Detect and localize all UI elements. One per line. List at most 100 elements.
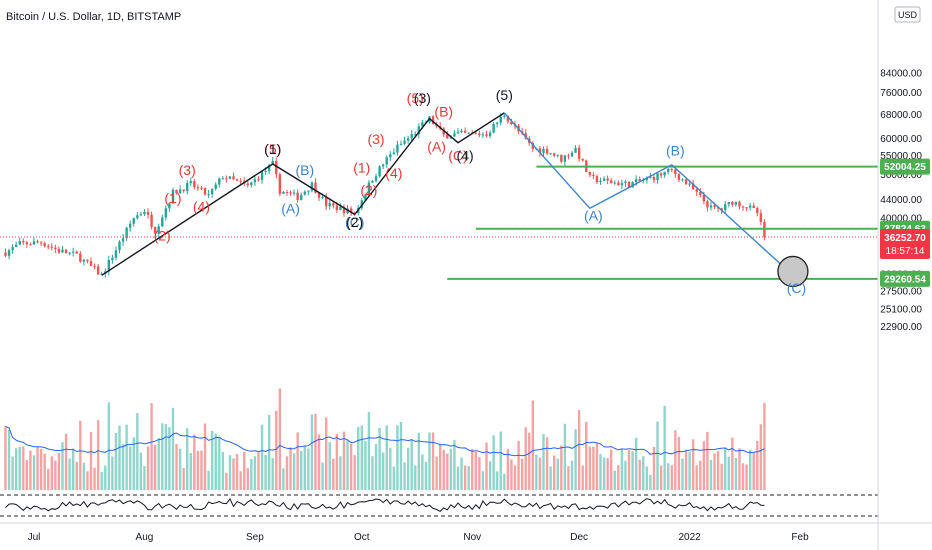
candle-body bbox=[453, 133, 456, 137]
candle-body bbox=[314, 182, 317, 193]
price-tick-label: 40000.00 bbox=[880, 213, 922, 224]
candle-body bbox=[371, 180, 374, 183]
candle-body bbox=[478, 133, 481, 136]
candle-body bbox=[114, 250, 118, 258]
wave-label: (B) bbox=[666, 143, 685, 159]
candle-body bbox=[100, 273, 103, 275]
volume-bar bbox=[702, 441, 706, 490]
wave-label: (4) bbox=[457, 148, 474, 164]
volume-bar bbox=[246, 468, 249, 490]
volume-bar bbox=[699, 460, 702, 490]
volume-bar bbox=[617, 465, 620, 490]
candle-body bbox=[467, 132, 470, 134]
volume-bar bbox=[627, 450, 631, 490]
volume-bar bbox=[335, 433, 339, 490]
volume-bar bbox=[153, 444, 157, 490]
volume-bar bbox=[602, 457, 606, 490]
wave-line bbox=[503, 112, 797, 280]
volume-bar bbox=[139, 452, 143, 490]
volume-bar bbox=[677, 436, 681, 490]
wave-lines[interactable] bbox=[101, 112, 797, 280]
candle-body bbox=[79, 253, 82, 262]
candle-body bbox=[417, 126, 421, 135]
volume-moving-average-line bbox=[5, 425, 765, 457]
time-tick-label: Jul bbox=[28, 532, 41, 543]
candle-body bbox=[367, 182, 371, 195]
candle-body bbox=[403, 140, 406, 144]
candle-body bbox=[200, 187, 203, 189]
candle-body bbox=[164, 208, 168, 218]
candle-body bbox=[663, 171, 666, 176]
wave-label: (3) bbox=[414, 90, 431, 106]
volume-bar bbox=[748, 449, 752, 490]
volume-bar bbox=[296, 432, 299, 490]
volume-bar bbox=[506, 448, 510, 490]
candle-body bbox=[307, 190, 310, 192]
volume-bar bbox=[535, 454, 538, 490]
candle-body bbox=[43, 243, 46, 247]
candle-body bbox=[136, 215, 139, 219]
target-circle[interactable] bbox=[777, 255, 809, 288]
volume-bar bbox=[253, 456, 257, 490]
candle-body bbox=[39, 242, 43, 244]
wave-label: (A) bbox=[584, 207, 603, 223]
volume-bar bbox=[738, 448, 741, 490]
volume-bar bbox=[570, 460, 574, 490]
volume-bar bbox=[688, 451, 691, 490]
candle-body bbox=[396, 144, 399, 153]
symbol-title: Bitcoin / U.S. Dollar, 1D, BITSTAMP bbox=[6, 11, 181, 23]
volume-bar bbox=[649, 474, 652, 490]
candle-body bbox=[18, 241, 21, 245]
volume-bar bbox=[193, 434, 196, 490]
time-tick-label: Dec bbox=[570, 532, 588, 543]
candle-body bbox=[709, 205, 713, 208]
candle-body bbox=[378, 166, 381, 177]
volume-bar bbox=[182, 468, 185, 490]
volume-bar bbox=[495, 471, 499, 490]
volume-bar bbox=[285, 456, 289, 490]
volume-bar bbox=[731, 437, 734, 490]
volume-bar bbox=[61, 442, 64, 490]
candle-body bbox=[161, 217, 164, 227]
time-axis[interactable]: Jul Aug Sep Oct Nov Dec 2022 Feb bbox=[28, 532, 809, 543]
volume-bars bbox=[4, 388, 766, 490]
volume-bar bbox=[613, 470, 616, 490]
volume-bar bbox=[39, 448, 43, 490]
oscillator-line bbox=[5, 497, 765, 513]
candle-body bbox=[588, 172, 592, 176]
price-axis[interactable]: 84000.00 76000.00 68000.00 60000.00 55000.00… bbox=[880, 69, 922, 334]
candle-body bbox=[624, 181, 627, 184]
candle-body bbox=[460, 130, 463, 133]
volume-bar bbox=[741, 463, 745, 490]
volume-bar bbox=[474, 452, 478, 490]
wave-label: (1) bbox=[164, 190, 181, 206]
volume-bar bbox=[713, 453, 716, 490]
candle-body bbox=[118, 241, 121, 251]
horizontal-levels[interactable] bbox=[447, 165, 878, 280]
volume-bar bbox=[203, 423, 207, 490]
price-tick-label: 55000.00 bbox=[880, 151, 922, 162]
level-badge-bg bbox=[880, 270, 930, 287]
volume-bar bbox=[175, 444, 178, 490]
currency-button[interactable]: USD bbox=[894, 6, 921, 23]
candle-body bbox=[713, 205, 716, 207]
candle-body bbox=[748, 205, 752, 208]
candle-body bbox=[143, 212, 146, 215]
volume-bar bbox=[93, 467, 96, 490]
candle-body bbox=[196, 187, 200, 189]
volume-bar bbox=[64, 433, 68, 490]
candle-body bbox=[93, 265, 96, 267]
volume-bar bbox=[574, 429, 577, 490]
candle-body bbox=[264, 170, 267, 172]
candle-body bbox=[688, 183, 691, 185]
candle-body bbox=[61, 249, 64, 253]
candle-body bbox=[310, 182, 314, 191]
candle-body bbox=[481, 134, 485, 136]
volume-bar bbox=[588, 446, 592, 490]
candle-body bbox=[246, 183, 249, 185]
volume-bar bbox=[82, 462, 86, 490]
volume-bar bbox=[720, 463, 723, 490]
candle-body bbox=[652, 177, 656, 181]
time-tick-label: Aug bbox=[136, 532, 154, 543]
